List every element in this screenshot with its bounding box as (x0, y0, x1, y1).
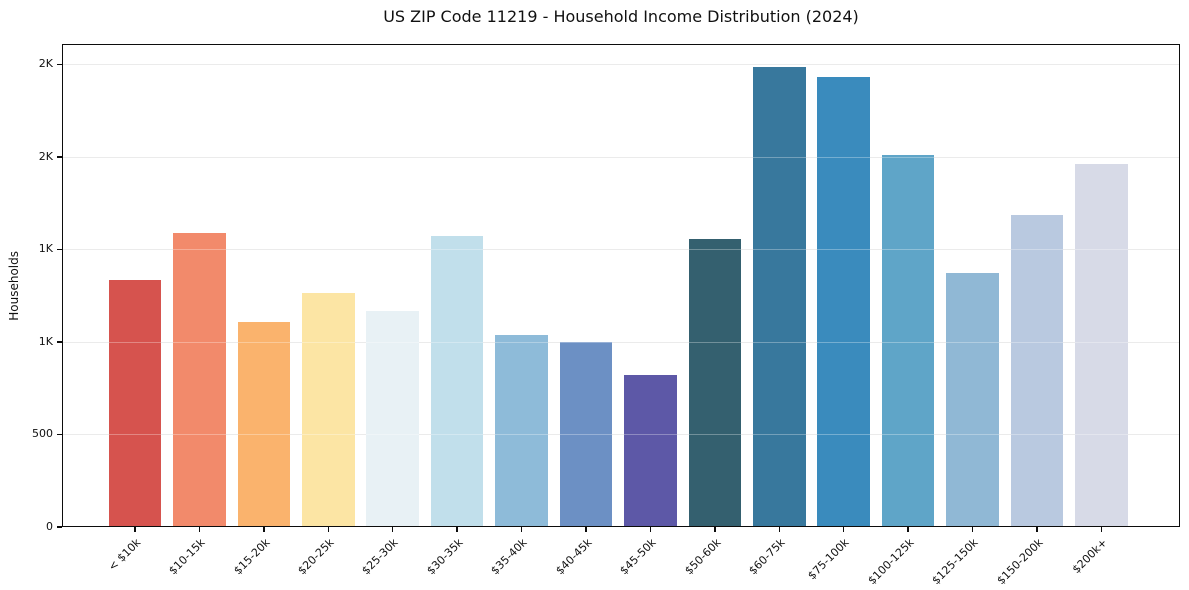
x-tick-mark (456, 527, 458, 532)
x-tick-label-text: $50-60k (681, 536, 724, 578)
bar (753, 67, 806, 527)
x-tick-mark (198, 527, 201, 532)
y-tick-mark (57, 156, 62, 158)
x-tick-label-text: $45-50k (617, 536, 659, 578)
bar (946, 273, 999, 527)
gridline-overlay (62, 249, 1180, 251)
gridline (62, 434, 1180, 436)
x-tick-mark (1036, 527, 1038, 532)
y-tick-mark (57, 248, 62, 251)
x-tick-label-text: $125-150k (929, 536, 981, 588)
bar (108, 279, 162, 527)
y-tick-label: 500 (32, 427, 53, 441)
x-tick-label-text: $100-125k (865, 536, 917, 588)
gridline-overlay (62, 156, 1180, 158)
x-tick-mark (843, 527, 845, 532)
x-tick-mark (520, 527, 523, 532)
x-tick-label-text: $15-20k (230, 536, 273, 578)
x-tick-label-text: $30-35k (424, 536, 466, 578)
y-tick-mark (57, 433, 62, 436)
bar (688, 239, 742, 527)
bar (302, 292, 355, 527)
chart-title: US ZIP Code 11219 - Household Income Dis… (383, 7, 859, 26)
bar (559, 341, 613, 527)
bar (366, 311, 419, 527)
x-tick-mark (134, 527, 136, 532)
y-tick-label: 1K (38, 242, 53, 256)
gridline-overlay (62, 434, 1180, 436)
y-tick-label: 2K (38, 149, 53, 163)
bar (495, 335, 548, 527)
x-tick-mark (1100, 527, 1103, 532)
y-axis-label: Households (6, 44, 22, 527)
gridline (62, 249, 1180, 251)
bar (237, 321, 291, 527)
y-tick-mark (57, 63, 62, 66)
x-tick-mark (907, 527, 909, 532)
plot-area (62, 44, 1180, 527)
bar (624, 375, 677, 527)
x-tick-label-text: $75-100k (805, 536, 852, 583)
x-tick-mark (714, 527, 716, 532)
y-tick-mark (57, 526, 62, 528)
y-tick-label: 1K (38, 334, 53, 348)
bar (1010, 215, 1064, 527)
x-tick-label-text: $200k+ (1069, 536, 1110, 577)
x-tick-label-text: $35-40k (488, 536, 530, 578)
x-tick-mark (327, 527, 329, 532)
y-axis-label-text: Households (7, 250, 21, 321)
gridline (62, 64, 1180, 66)
bar (430, 235, 484, 527)
x-tick-label-text: $10-15k (166, 536, 208, 578)
x-tick-label-text: $20-25k (295, 536, 337, 578)
y-tick-label: 2K (38, 57, 53, 71)
bar (1075, 164, 1128, 527)
x-tick-mark (263, 527, 265, 532)
x-tick-label-text: $40-45k (552, 536, 595, 578)
x-tick-mark (778, 527, 780, 532)
x-tick-mark (585, 527, 587, 532)
x-tick-label-text: $150-200k (994, 536, 1046, 588)
bar (817, 77, 870, 527)
x-tick-label-text: $25-30k (359, 536, 401, 578)
gridline-overlay (62, 64, 1180, 66)
y-tick-label: 0 (46, 520, 53, 533)
x-tick-label-text: < $10k (105, 536, 144, 574)
x-tick-mark (392, 527, 394, 532)
gridline (62, 156, 1180, 158)
y-tick-mark (57, 341, 62, 343)
x-tick-mark (649, 527, 652, 532)
gridline-overlay (62, 341, 1180, 343)
x-tick-mark (971, 527, 974, 532)
x-tick-label-text: $60-75k (746, 536, 788, 578)
bar (881, 155, 935, 527)
bar (173, 232, 226, 527)
gridline (62, 341, 1180, 343)
